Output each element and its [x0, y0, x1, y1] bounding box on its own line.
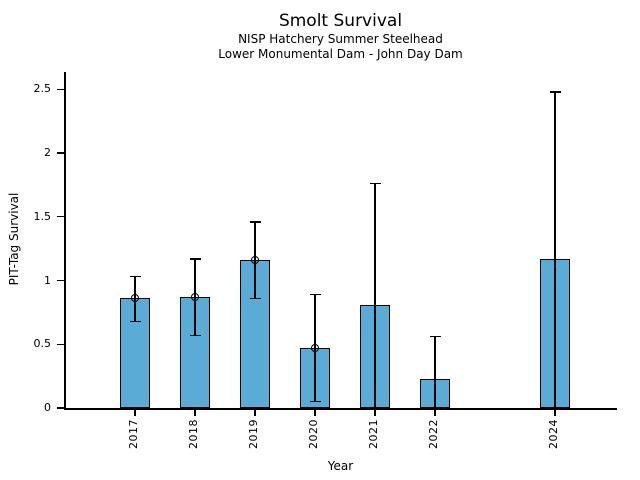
error-bar-cap-top-2019 — [249, 221, 261, 223]
error-bar-line-2024 — [554, 91, 556, 408]
error-bar-cap-top-2021 — [369, 182, 381, 185]
error-bar-cap-bottom-2024 — [549, 407, 561, 409]
error-bar-cap-bottom-2018 — [189, 334, 201, 337]
x-tick-label-2020: 2020 — [307, 419, 320, 449]
point-marker-2019 — [251, 256, 259, 265]
y-axis-spine — [64, 72, 66, 410]
y-tick-label: 2.5 — [33, 82, 52, 96]
x-tick-label-2021: 2021 — [367, 419, 380, 449]
error-bar-cap-top-2022 — [429, 335, 441, 338]
error-bar-cap-bottom-2022 — [429, 407, 441, 409]
x-tick-label-2024: 2024 — [547, 419, 560, 449]
error-bar-line-2021 — [374, 183, 376, 408]
error-bar-cap-top-2017 — [129, 275, 141, 278]
error-bar-cap-top-2024 — [549, 91, 561, 93]
y-tick-label: 1 — [44, 273, 51, 287]
y-tick — [57, 216, 64, 218]
y-tick-label: 0.5 — [33, 337, 52, 351]
x-tick-label-2018: 2018 — [187, 419, 200, 449]
y-tick — [57, 152, 64, 154]
x-tick — [434, 409, 436, 416]
error-bar-cap-bottom-2020 — [309, 400, 321, 403]
error-bar-cap-top-2018 — [189, 258, 201, 260]
y-tick — [57, 407, 64, 409]
chart-title: Smolt Survival — [278, 11, 403, 31]
plot-area: 0 0.5 1 1.5 2 2.5 2017 2018 2019 2020 2021 2022 202… — [34, 72, 617, 449]
x-tick — [314, 409, 316, 416]
x-tick-label-2017: 2017 — [127, 419, 140, 449]
x-tick — [134, 409, 136, 416]
y-axis-label: PIT-Tag Survival — [7, 192, 21, 286]
y-tick — [57, 279, 64, 282]
chart-subtitle-line1: NISP Hatchery Summer Steelhead — [238, 32, 443, 46]
error-bar-cap-top-2020 — [309, 293, 321, 296]
point-marker-2017 — [131, 294, 139, 303]
x-tick — [374, 409, 376, 416]
chart-subtitle-line2: Lower Monumental Dam - John Day Dam — [218, 47, 463, 61]
point-marker-2020 — [311, 344, 319, 353]
y-tick — [57, 343, 64, 345]
x-tick-label-2019: 2019 — [247, 419, 260, 449]
y-tick-label: 0 — [44, 401, 51, 414]
error-bar-cap-bottom-2019 — [249, 297, 261, 300]
y-tick-label: 1.5 — [33, 209, 52, 223]
error-bar-cap-bottom-2021 — [369, 407, 381, 409]
x-tick — [194, 409, 196, 416]
error-bar-line-2022 — [434, 336, 436, 408]
y-tick-label: 2 — [44, 146, 51, 159]
x-tick — [254, 409, 256, 416]
x-tick-label-2022: 2022 — [427, 419, 440, 449]
x-axis-label: Year — [327, 459, 354, 473]
point-marker-2018 — [191, 293, 199, 302]
error-bar-cap-bottom-2017 — [129, 320, 141, 323]
y-tick — [57, 88, 64, 90]
x-axis-spine — [64, 408, 617, 410]
x-tick — [554, 409, 556, 416]
